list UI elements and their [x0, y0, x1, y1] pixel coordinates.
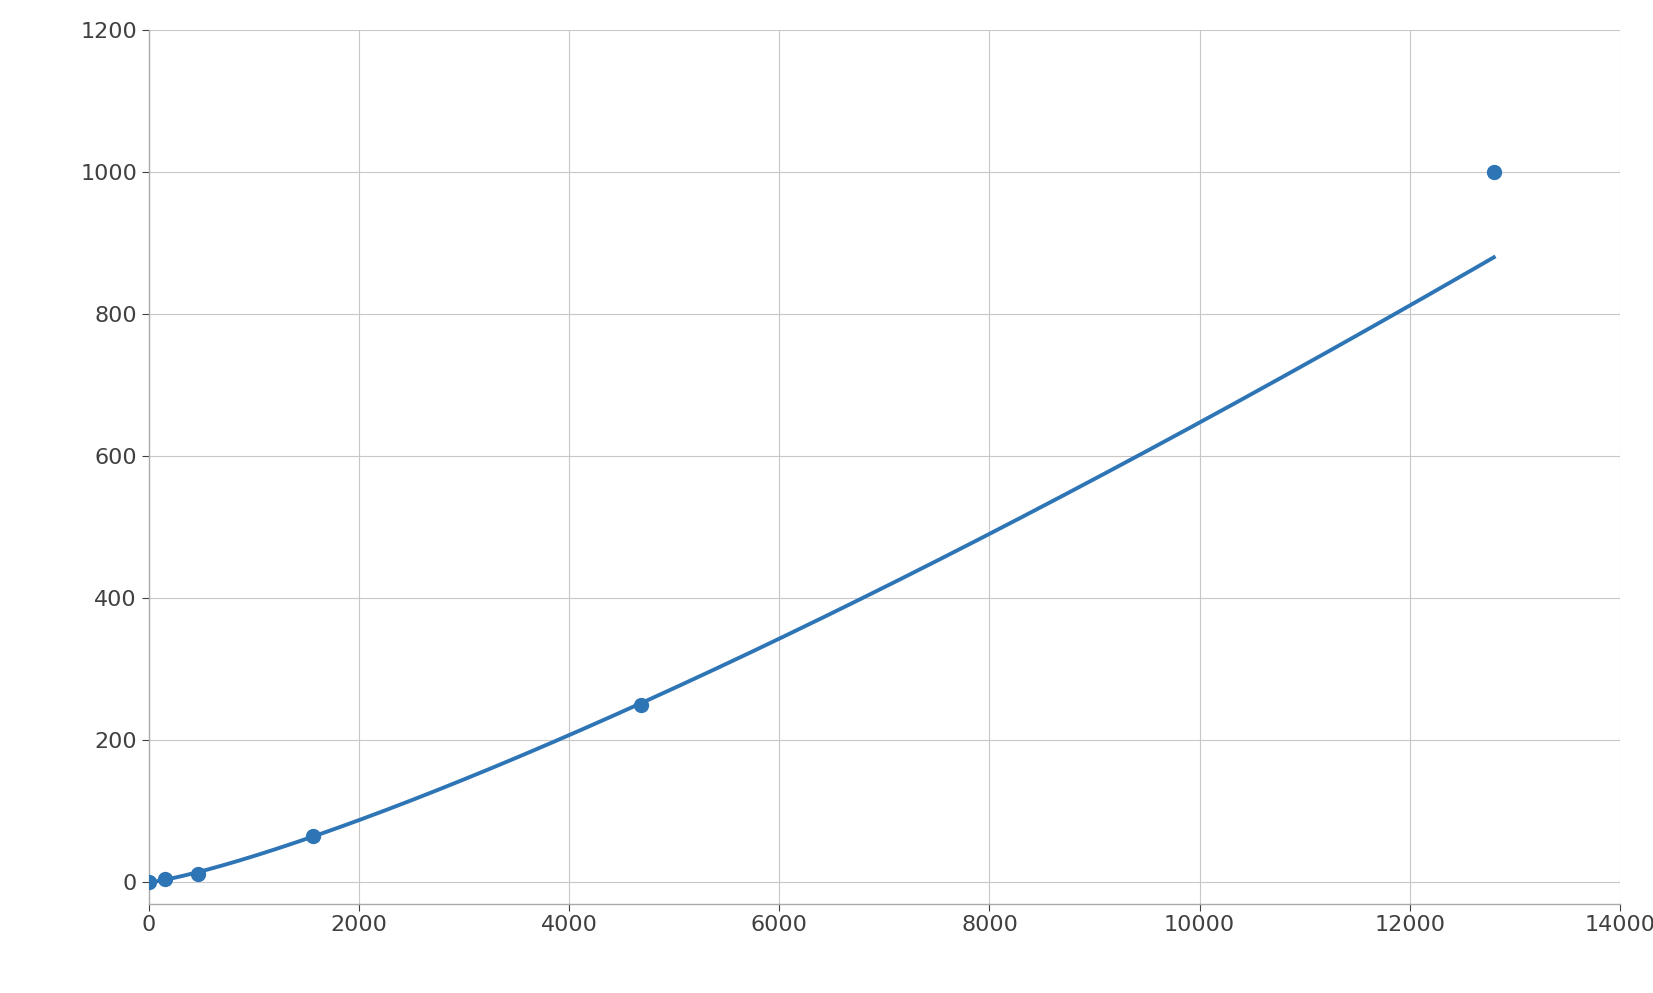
- Point: [152, 871, 179, 887]
- Point: [1481, 164, 1508, 180]
- Point: [185, 866, 212, 882]
- Point: [299, 828, 326, 844]
- Point: [628, 697, 655, 713]
- Point: [136, 875, 162, 891]
